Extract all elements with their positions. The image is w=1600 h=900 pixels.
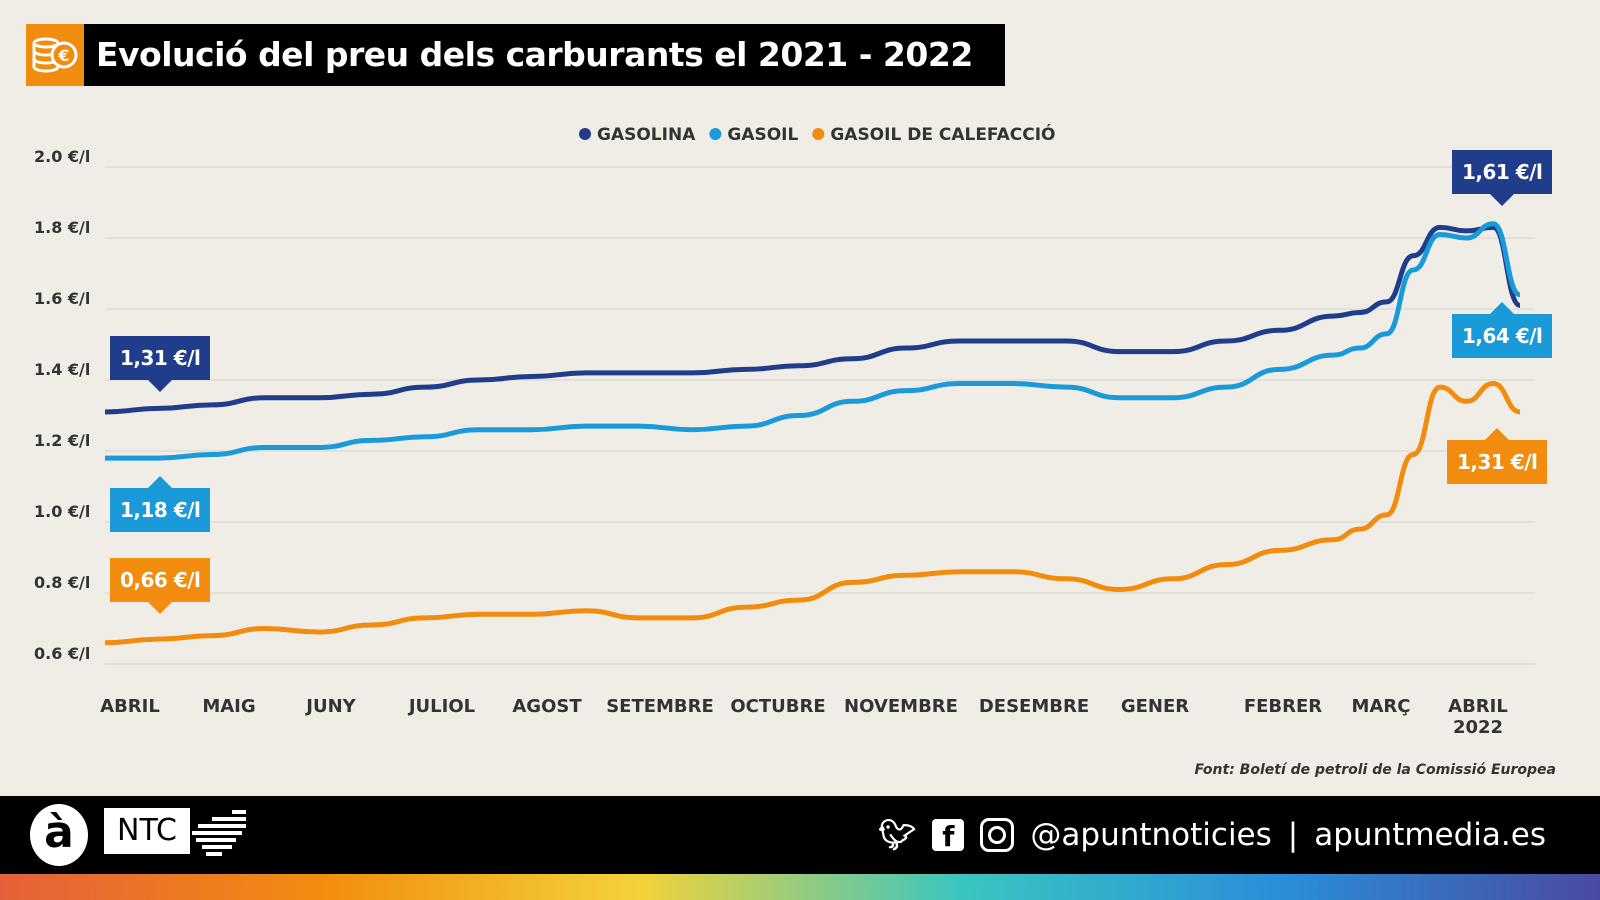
chart-title: Evolució del preu dels carburants el 202… (84, 24, 1005, 86)
legend-marker (709, 128, 722, 140)
x-tick-label: GENER (1121, 696, 1189, 717)
line-chart: 0.6 €/l 0.8 €/l 1.0 €/l 1.2 €/l 1.4 €/l 1.6 €… (34, 123, 1535, 738)
website[interactable]: apuntmedia.es (1314, 817, 1546, 853)
x-tick-label: JUNY (304, 696, 356, 717)
rainbow-strip (0, 874, 1600, 900)
separator: | (1287, 817, 1299, 853)
ntc-logo: NTC (104, 808, 190, 854)
footer: à NTC 🐦︎ f @apuntnoticies | apuntmedia.e… (0, 796, 1600, 874)
legend-label: GASOLINA (597, 125, 696, 145)
x-tick-label: ABRIL (1448, 696, 1508, 717)
source-note: Font: Boletí de petroli de la Comissió E… (1194, 762, 1556, 778)
svg-text:€: € (57, 46, 69, 65)
y-tick-label: 2.0 €/l (34, 147, 90, 166)
y-tick-label: 1.2 €/l (34, 431, 90, 450)
y-tick-label: 1.6 €/l (34, 289, 90, 308)
x-tick-sublabel: 2022 (1453, 717, 1503, 738)
legend-label: GASOIL DE CALEFACCIÓ (830, 123, 1055, 145)
apunt-logo: à (30, 804, 88, 866)
y-tick-label: 1.8 €/l (34, 218, 90, 237)
facebook-icon[interactable]: f (932, 819, 965, 853)
calefaccio-end-label: 1,31 €/l (1447, 428, 1548, 484)
x-tick-label: MARÇ (1352, 696, 1411, 717)
calefaccio-start-label: 0,66 €/l (110, 558, 211, 614)
x-tick-label: OCTUBRE (730, 696, 825, 717)
series-line-gasoil (104, 221, 1522, 461)
coins-euro-icon: € (26, 24, 84, 86)
series-line-gasolina (104, 224, 1522, 415)
x-tick-label: ABRIL (100, 696, 160, 717)
y-tick-label: 0.6 €/l (34, 644, 90, 663)
x-tick-label: FEBRER (1244, 696, 1322, 717)
x-tick-label: NOVEMBRE (844, 696, 958, 717)
instagram-icon[interactable] (980, 818, 1015, 852)
x-tick-label: MAIG (202, 696, 255, 717)
legend-marker (579, 128, 591, 140)
legend-marker (812, 128, 825, 140)
x-tick-label: SETEMBRE (606, 696, 714, 717)
legend-label: GASOIL (727, 125, 798, 145)
gasoil-end-label: 1,64 €/l (1452, 302, 1553, 358)
title-bar: € Evolució del preu dels carburants el 2… (26, 24, 1005, 86)
twitter-icon[interactable]: 🐦︎ (878, 817, 917, 853)
x-tick-label: JULIOL (407, 696, 475, 717)
y-tick-label: 0.8 €/l (34, 573, 90, 592)
ntc-lines-icon (192, 810, 246, 856)
x-tick-label: DESEMBRE (979, 696, 1089, 717)
x-tick-label: AGOST (512, 696, 582, 717)
y-tick-label: 1.4 €/l (34, 360, 90, 379)
social-handle[interactable]: @apuntnoticies (1030, 817, 1272, 853)
gasoil-start-label: 1,18 €/l (110, 476, 211, 532)
gasolina-end-label: 1,61 €/l (1452, 150, 1553, 206)
y-tick-label: 1.0 €/l (34, 502, 90, 521)
gasolina-start-label: 1,31 €/l (110, 336, 211, 392)
series-line-gasoil-de-calefacci- (104, 381, 1521, 646)
